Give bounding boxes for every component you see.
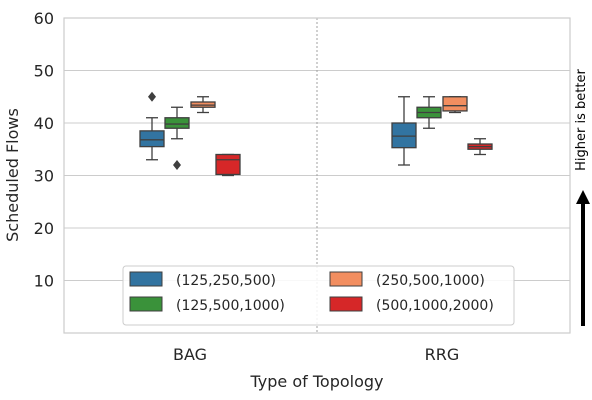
y-axis-label: Scheduled Flows	[3, 108, 22, 242]
box	[391, 122, 417, 149]
higher-is-better-annotation: Higher is better	[574, 69, 590, 326]
box	[442, 96, 468, 112]
box-group	[391, 96, 417, 166]
x-axis-label: Type of Topology	[250, 372, 384, 391]
box	[139, 130, 165, 148]
box-group	[416, 96, 442, 129]
y-tick-label: 40	[34, 114, 54, 133]
outlier-marker	[173, 160, 181, 170]
x-tick-labels: BAG RRG	[173, 345, 459, 364]
plot-frame	[63, 17, 571, 334]
legend-label: (250,500,1000)	[376, 273, 485, 289]
x-tick-label: BAG	[173, 345, 207, 364]
legend-label: (125,250,500)	[176, 273, 276, 289]
legend-label: (500,1000,2000)	[376, 298, 494, 314]
box-group	[139, 91, 165, 161]
y-tick-label: 50	[34, 62, 54, 81]
legend-label: (125,500,1000)	[176, 298, 285, 314]
y-tick-labels: 10 20 30 40 50 60	[34, 9, 54, 291]
box	[215, 153, 241, 176]
box-group	[164, 106, 190, 170]
box	[164, 117, 190, 129]
legend-frame	[122, 265, 515, 326]
box-group	[442, 96, 468, 114]
up-arrowhead-icon	[576, 190, 590, 204]
legend-swatch	[129, 271, 163, 287]
box-group	[467, 138, 493, 156]
grid-lines	[64, 17, 570, 281]
y-tick-label: 20	[34, 219, 54, 238]
legend-swatch	[129, 296, 163, 312]
y-tick-label: 30	[34, 167, 54, 186]
legend: (125,250,500) (250,500,1000) (125,500,1000…	[122, 265, 515, 326]
box-group	[215, 153, 241, 177]
boxes	[139, 91, 493, 177]
higher-is-better-text: Higher is better	[574, 69, 589, 171]
outlier-marker	[148, 91, 156, 102]
legend-swatch	[329, 296, 363, 312]
x-tick-label: RRG	[425, 345, 460, 364]
box-group	[190, 96, 216, 114]
legend-swatch	[329, 271, 363, 287]
y-tick-label: 10	[34, 272, 54, 291]
y-tick-label: 60	[34, 9, 54, 28]
